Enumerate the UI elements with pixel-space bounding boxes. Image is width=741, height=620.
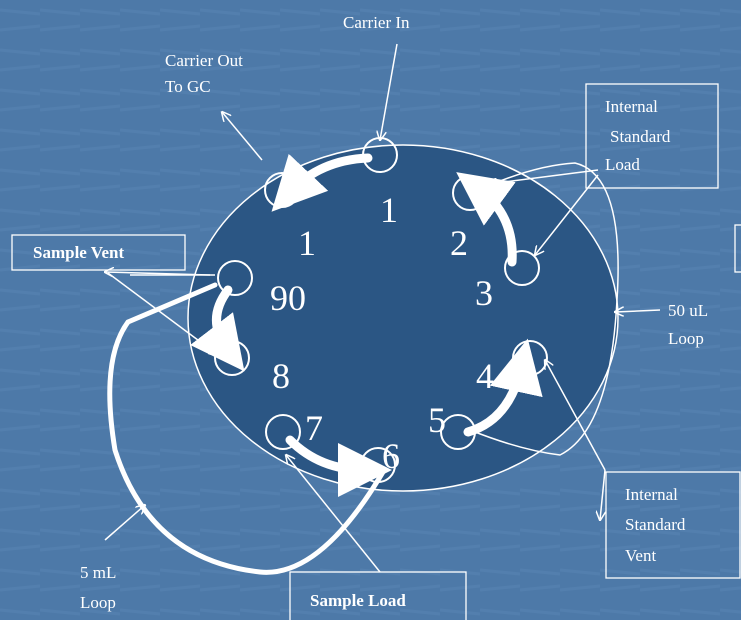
port-label: 2 [450,223,468,263]
port-label: 4 [476,356,494,396]
valve-body [187,144,619,492]
label: 5 mL Loop [80,563,116,612]
label: Internal Standard Vent [625,485,686,565]
label-line: 50 uL [668,301,708,320]
label-line: Internal [625,485,678,504]
port-label: 1 [380,190,398,230]
port-label: 7 [305,408,323,448]
label-line: Loop [668,329,704,348]
port-label: 5 [428,400,446,440]
label-line: Load [605,155,640,174]
label-line: Standard [625,515,686,534]
label-box [585,83,719,189]
label-box [11,234,186,271]
label-line: To GC [165,77,211,96]
label: 50 uL Loop [668,301,708,348]
label-box [605,471,741,579]
label-box [289,571,467,620]
label-line: Standard [610,127,671,146]
port-label: 3 [475,273,493,313]
label-line: Internal [605,97,658,116]
label: Carrier Out To GC [165,51,243,96]
loops [107,162,619,575]
port-label: 6 [382,436,400,476]
label: Sample Vent [33,243,124,262]
label-line: Carrier Out [165,51,243,70]
label-box [734,224,741,273]
flow-arrows [190,153,543,497]
label-line: 5 mL [80,563,116,582]
label: Carrier In [343,13,410,32]
port-numbers: 1 1 2 3 90 8 4 5 7 6 [270,190,494,476]
label-line: Vent [625,546,656,565]
label-line: Loop [80,593,116,612]
port-label: 1 [298,223,316,263]
port-label: 8 [272,356,290,396]
port-label: 90 [270,278,306,318]
label: Internal Standard Load [605,97,671,174]
label: Sample Load [310,591,406,610]
